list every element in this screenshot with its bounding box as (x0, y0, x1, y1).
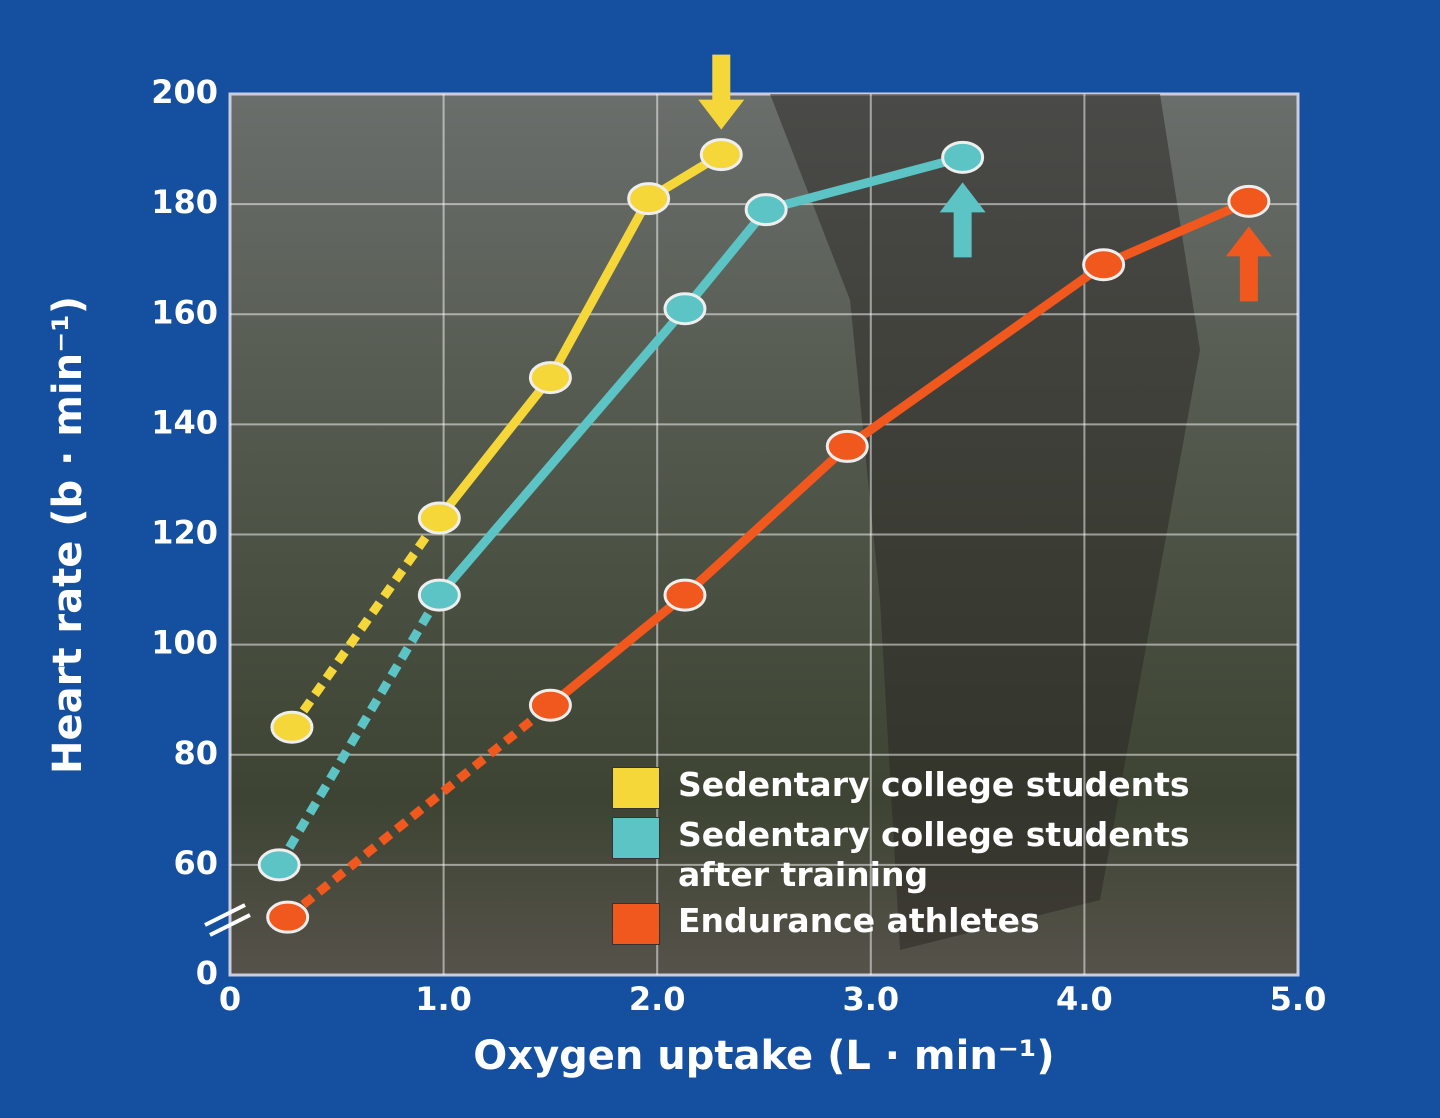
peak-arrow (698, 54, 745, 130)
legend-item: Sedentary college students after trainin… (612, 815, 1292, 895)
data-point (528, 361, 572, 395)
legend-label: Sedentary college students after trainin… (678, 815, 1190, 894)
dashed-segment (288, 515, 444, 730)
axis-break (204, 903, 246, 927)
legend: Sedentary college students Sedentary coll… (612, 765, 1292, 951)
dashed-segment (275, 592, 444, 868)
x-tick-label: 0 (219, 980, 241, 1018)
y-tick-label: 160 (151, 293, 218, 331)
legend-swatch (612, 817, 660, 859)
data-point (257, 848, 301, 882)
y-tick-label: 140 (151, 403, 218, 441)
y-axis-title: Heart rate (b · min⁻¹) (45, 296, 91, 774)
legend-swatch (612, 767, 660, 809)
data-point (825, 429, 869, 463)
x-tick-label: 3.0 (842, 980, 899, 1018)
x-tick-label: 1.0 (415, 980, 472, 1018)
series-line (435, 152, 964, 598)
y-tick-label: 200 (151, 73, 218, 111)
data-point (663, 292, 707, 326)
peak-arrow (939, 182, 986, 258)
axis-break (209, 913, 251, 937)
data-point (266, 900, 310, 934)
dashed-segment (284, 701, 554, 921)
data-point (627, 182, 671, 216)
legend-label: Sedentary college students (678, 765, 1190, 804)
data-point (699, 138, 743, 172)
y-tick-label: 120 (151, 514, 218, 552)
y-tick-label: 0 (196, 954, 218, 992)
data-point (744, 193, 788, 227)
y-tick-label: 80 (173, 734, 218, 772)
data-point (417, 578, 461, 612)
data-point (528, 688, 572, 722)
data-point (663, 578, 707, 612)
data-point (417, 501, 461, 535)
y-tick-label: 100 (151, 624, 218, 662)
series-line (435, 150, 724, 521)
background-figure (770, 94, 1200, 950)
x-tick-label: 2.0 (629, 980, 686, 1018)
y-tick-label: 60 (173, 844, 218, 882)
legend-item: Sedentary college students (612, 765, 1292, 809)
legend-item: Endurance athletes (612, 901, 1292, 945)
peak-arrow (1225, 226, 1272, 302)
x-tick-label: 5.0 (1270, 980, 1327, 1018)
legend-label: Endurance athletes (678, 901, 1040, 940)
grid (230, 94, 1298, 975)
data-point (270, 710, 314, 744)
data-point (1082, 248, 1126, 282)
data-point (941, 140, 985, 174)
x-axis-title: Oxygen uptake (L · min⁻¹) (473, 1033, 1054, 1079)
legend-swatch (612, 903, 660, 945)
data-point (1227, 184, 1271, 218)
x-tick-label: 4.0 (1056, 980, 1113, 1018)
y-tick-label: 180 (151, 183, 218, 221)
